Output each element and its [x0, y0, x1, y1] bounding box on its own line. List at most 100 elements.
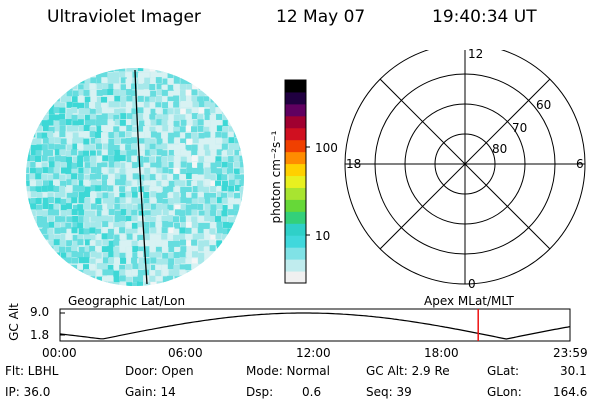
glat-value: 30.1	[560, 364, 587, 378]
image-pixel	[35, 180, 42, 187]
image-pixel	[161, 258, 168, 265]
image-pixel	[125, 264, 132, 271]
image-pixel	[29, 84, 36, 91]
image-pixel	[210, 186, 217, 193]
image-pixel	[41, 132, 48, 139]
image-pixel	[192, 101, 199, 108]
image-pixel	[240, 234, 244, 241]
image-pixel	[155, 234, 162, 241]
image-pixel	[107, 233, 114, 240]
image-pixel	[173, 264, 180, 271]
image-pixel	[78, 167, 85, 174]
image-pixel	[48, 95, 55, 102]
image-pixel	[47, 281, 54, 286]
image-pixel	[26, 198, 31, 205]
image-pixel	[191, 126, 198, 133]
image-pixel	[113, 101, 120, 108]
image-pixel	[36, 275, 43, 282]
image-pixel	[180, 95, 187, 102]
image-pixel	[179, 251, 186, 258]
image-pixel	[143, 83, 150, 90]
image-pixel	[180, 149, 187, 156]
image-pixel	[59, 114, 66, 121]
image-pixel	[101, 210, 108, 217]
image-pixel	[36, 132, 43, 139]
image-pixel	[101, 132, 108, 139]
image-pixel	[72, 143, 79, 150]
image-pixel	[216, 174, 223, 181]
image-pixel	[126, 209, 133, 216]
image-pixel	[192, 186, 199, 193]
image-pixel	[191, 251, 198, 258]
image-pixel	[198, 245, 205, 252]
polar-grid	[344, 50, 586, 285]
image-pixel	[78, 84, 85, 91]
image-pixel	[167, 108, 174, 115]
image-pixel	[90, 251, 97, 258]
image-pixel	[101, 185, 108, 192]
image-pixel	[191, 276, 198, 283]
image-pixel	[65, 264, 72, 271]
image-pixel	[48, 221, 55, 228]
image-pixel	[138, 150, 145, 157]
image-pixel	[59, 119, 66, 126]
image-pixel	[108, 101, 115, 108]
image-pixel	[113, 114, 120, 121]
image-pixel	[186, 119, 193, 126]
image-pixel	[198, 289, 204, 295]
image-pixel	[143, 240, 150, 247]
image-pixel	[95, 240, 102, 247]
image-pixel	[53, 107, 60, 114]
image-pixel	[78, 209, 85, 216]
image-pixel	[234, 179, 241, 186]
image-pixel	[210, 210, 217, 217]
image-pixel	[210, 275, 217, 282]
image-pixel	[216, 240, 223, 247]
image-pixel	[149, 156, 156, 163]
image-pixel	[186, 270, 193, 277]
image-pixel	[137, 107, 144, 114]
image-pixel	[120, 240, 127, 247]
image-pixel	[161, 215, 168, 222]
image-pixel	[66, 144, 73, 151]
image-pixel	[155, 221, 162, 228]
image-pixel	[95, 173, 102, 180]
image-pixel	[119, 108, 126, 115]
image-pixel	[228, 275, 235, 282]
image-pixel	[150, 282, 157, 286]
image-pixel	[102, 203, 109, 210]
image-pixel	[120, 174, 127, 181]
image-pixel	[168, 258, 175, 265]
image-pixel	[156, 215, 163, 222]
image-pixel	[239, 132, 244, 139]
image-pixel	[36, 167, 43, 174]
image-pixel	[66, 162, 73, 169]
image-pixel	[89, 240, 96, 247]
image-pixel	[90, 95, 97, 102]
image-pixel	[101, 246, 108, 253]
image-pixel	[198, 101, 205, 108]
image-pixel	[185, 71, 192, 78]
image-pixel	[168, 246, 175, 253]
colorbar-tick-label-10: 10	[315, 229, 331, 243]
image-pixel	[114, 203, 121, 210]
image-pixel	[48, 107, 55, 114]
image-pixel	[180, 186, 187, 193]
image-pixel	[41, 95, 48, 102]
image-pixel	[96, 155, 103, 162]
image-pixel	[41, 216, 48, 223]
image-pixel	[161, 150, 168, 157]
image-pixel	[102, 83, 109, 90]
image-pixel	[227, 269, 234, 276]
image-pixel	[137, 95, 144, 102]
image-pixel	[59, 125, 66, 132]
image-pixel	[209, 192, 216, 199]
image-pixel	[210, 126, 217, 133]
image-pixel	[167, 96, 174, 103]
image-pixel	[96, 233, 103, 240]
image-pixel	[192, 167, 199, 174]
image-pixel	[216, 257, 223, 264]
image-pixel	[53, 167, 60, 174]
image-pixel	[26, 186, 31, 193]
image-pixel	[36, 221, 43, 228]
